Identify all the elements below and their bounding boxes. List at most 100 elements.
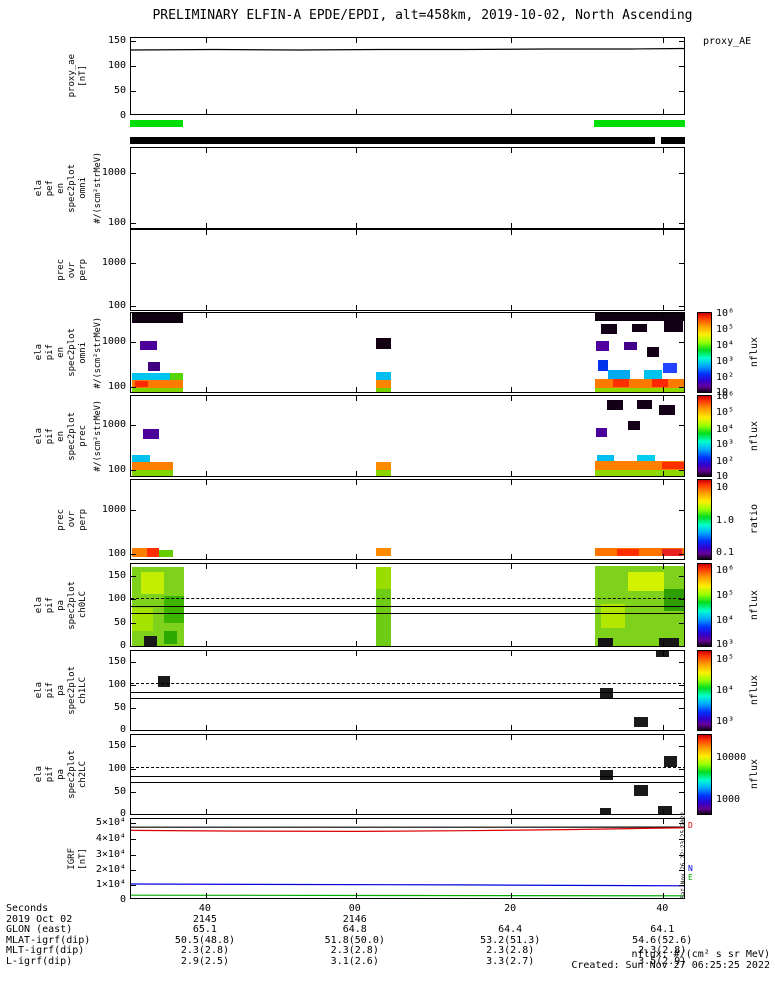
axis-tick-value: 2145	[192, 913, 217, 925]
trace	[131, 827, 684, 833]
spectrogram-cell	[600, 604, 625, 628]
spectrogram-cell	[597, 455, 614, 464]
panel-label-word: spec2plot	[67, 411, 77, 461]
colorbar-tick-label: 10⁵	[716, 589, 735, 601]
axis-row-label: 2019 Oct 02	[6, 913, 73, 925]
y-tick-mark	[679, 386, 684, 388]
x-tick-mark	[205, 387, 207, 392]
colorbar-unit-text: ratio	[748, 504, 760, 535]
y-tick-label: 150	[107, 569, 126, 581]
colorbar	[697, 395, 712, 477]
x-tick-mark	[355, 38, 357, 43]
y-tick-mark	[679, 685, 684, 687]
x-tick-mark	[355, 305, 357, 310]
panel-label-word: ela	[34, 179, 44, 197]
panel-label-pif_prec_ovr_perp: prec ovr perp	[18, 479, 88, 560]
panel-label-word: ela	[34, 682, 44, 699]
spectrogram-cell	[375, 372, 391, 381]
x-tick-mark	[511, 38, 513, 43]
y-tick-mark	[679, 575, 684, 577]
panel-units-pef_en_omni: #/(scm²strMeV)	[91, 147, 104, 229]
axis-tick-value: 2.3(2.8)	[180, 945, 230, 957]
spectrogram-cell	[375, 567, 391, 590]
spectrogram-cell	[628, 420, 641, 430]
y-tick-mark	[679, 509, 684, 511]
spectrogram-cell	[375, 461, 391, 470]
axis-tick-value: 40	[198, 903, 211, 914]
y-tick-mark	[679, 553, 684, 555]
spectrogram-cell	[375, 338, 391, 349]
x-tick-mark	[205, 641, 207, 646]
x-tick-mark	[663, 651, 665, 656]
y-tick-label: 100	[107, 547, 126, 559]
spectrogram-cell	[637, 400, 652, 410]
axis-row-label: Seconds	[6, 903, 49, 914]
panel-label-word: pif	[45, 682, 55, 699]
losscone-line	[131, 782, 684, 784]
spectrogram-cell	[599, 769, 613, 780]
panel-label-word: en	[56, 182, 66, 194]
y-tick-mark	[679, 769, 684, 771]
y-tick-mark	[679, 823, 684, 825]
axis-tick-value: 51.8(50.0)	[324, 934, 385, 946]
x-tick-mark	[511, 109, 513, 114]
side-timestamp: Sat Nov 26 22:23:25 2022	[680, 810, 687, 900]
x-tick-mark	[205, 223, 207, 228]
science-zone-bar	[130, 120, 183, 127]
axis-tick-value: 2.3(2.8)	[486, 945, 535, 957]
y-tick-mark	[131, 813, 136, 814]
panel-label-word: en	[56, 430, 66, 442]
panel-pef_prec_ovr_perp	[130, 229, 685, 311]
axis-tick-value: 65.1	[192, 924, 217, 936]
spectrogram-cell	[132, 461, 174, 470]
x-tick-mark	[205, 893, 207, 898]
panel-pa_ch2LC	[130, 734, 685, 815]
x-tick-mark	[205, 38, 207, 43]
x-tick-mark	[511, 641, 513, 646]
spectrogram-cell	[662, 363, 678, 373]
colorbar	[697, 563, 712, 647]
spectrogram-cell	[132, 387, 184, 392]
y-tick-mark	[679, 662, 684, 664]
x-tick-mark	[663, 230, 665, 235]
panel-label-pa_ch2LC: ela pif pa spec2plot ch2LC	[18, 734, 88, 815]
y-tick-mark	[131, 707, 136, 709]
y-tick-mark	[131, 41, 136, 43]
y-tick-mark	[679, 66, 684, 68]
panel-pif_en_prec	[130, 395, 685, 477]
x-tick-mark	[511, 480, 513, 485]
spectrogram-cell	[596, 340, 610, 352]
spectrogram-cell	[659, 405, 675, 415]
y-tick-label: 0	[119, 807, 126, 819]
trace	[131, 894, 684, 897]
colorbar-unit-label: nflux	[747, 734, 761, 815]
spectrogram-cell	[659, 637, 680, 646]
x-tick-mark	[205, 230, 207, 235]
x-tick-mark	[205, 305, 207, 310]
side-timestamp-text: Sat Nov 26 22:23:25 2022	[680, 811, 687, 899]
x-tick-mark	[205, 651, 207, 656]
panel-label-pif_en_prec: ela pif en spec2plot prec	[18, 395, 88, 477]
spectrogram-cell	[647, 347, 660, 357]
x-tick-mark	[355, 480, 357, 485]
x-tick-mark	[663, 819, 665, 824]
y-tick-label: 2×10⁴	[95, 864, 126, 876]
spectrogram-cell	[164, 631, 177, 644]
spectrogram-cell	[132, 469, 174, 476]
axis-tick-value: 40	[656, 903, 669, 914]
y-tick-label: 3×10⁴	[95, 848, 126, 860]
y-tick-mark	[679, 41, 684, 43]
x-tick-mark	[205, 564, 207, 569]
nflux-units-note: nflux: #/(cm² s sr MeV)	[631, 949, 770, 960]
panel-label-word: ela	[34, 596, 44, 614]
x-tick-mark	[663, 387, 665, 392]
panel-label-word: pif	[45, 427, 55, 445]
line-label-D: D	[688, 821, 693, 831]
y-tick-mark	[131, 66, 136, 68]
x-tick-mark	[355, 564, 357, 569]
y-tick-mark	[131, 854, 136, 856]
panel-units-pif_en_prec: #/(scm²strMeV)	[91, 395, 104, 477]
y-tick-mark	[131, 386, 136, 388]
axis-row-label: GLON (east)	[6, 924, 73, 936]
